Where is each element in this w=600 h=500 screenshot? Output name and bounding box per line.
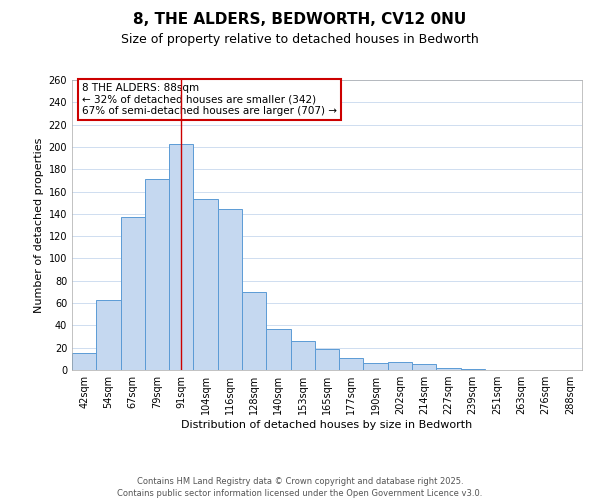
- Bar: [266, 328, 290, 370]
- Y-axis label: Number of detached properties: Number of detached properties: [34, 138, 44, 312]
- Bar: [193, 200, 218, 370]
- Bar: [364, 364, 388, 370]
- Bar: [218, 210, 242, 370]
- Bar: [96, 300, 121, 370]
- Bar: [412, 364, 436, 370]
- Bar: [242, 292, 266, 370]
- Bar: [290, 341, 315, 370]
- Bar: [72, 354, 96, 370]
- X-axis label: Distribution of detached houses by size in Bedworth: Distribution of detached houses by size …: [181, 420, 473, 430]
- Bar: [169, 144, 193, 370]
- Bar: [436, 368, 461, 370]
- Text: Contains HM Land Registry data © Crown copyright and database right 2025.
Contai: Contains HM Land Registry data © Crown c…: [118, 476, 482, 498]
- Bar: [388, 362, 412, 370]
- Text: Size of property relative to detached houses in Bedworth: Size of property relative to detached ho…: [121, 32, 479, 46]
- Bar: [339, 358, 364, 370]
- Bar: [145, 180, 169, 370]
- Bar: [315, 349, 339, 370]
- Bar: [461, 369, 485, 370]
- Text: 8, THE ALDERS, BEDWORTH, CV12 0NU: 8, THE ALDERS, BEDWORTH, CV12 0NU: [133, 12, 467, 28]
- Text: 8 THE ALDERS: 88sqm
← 32% of detached houses are smaller (342)
67% of semi-detac: 8 THE ALDERS: 88sqm ← 32% of detached ho…: [82, 83, 337, 116]
- Bar: [121, 217, 145, 370]
